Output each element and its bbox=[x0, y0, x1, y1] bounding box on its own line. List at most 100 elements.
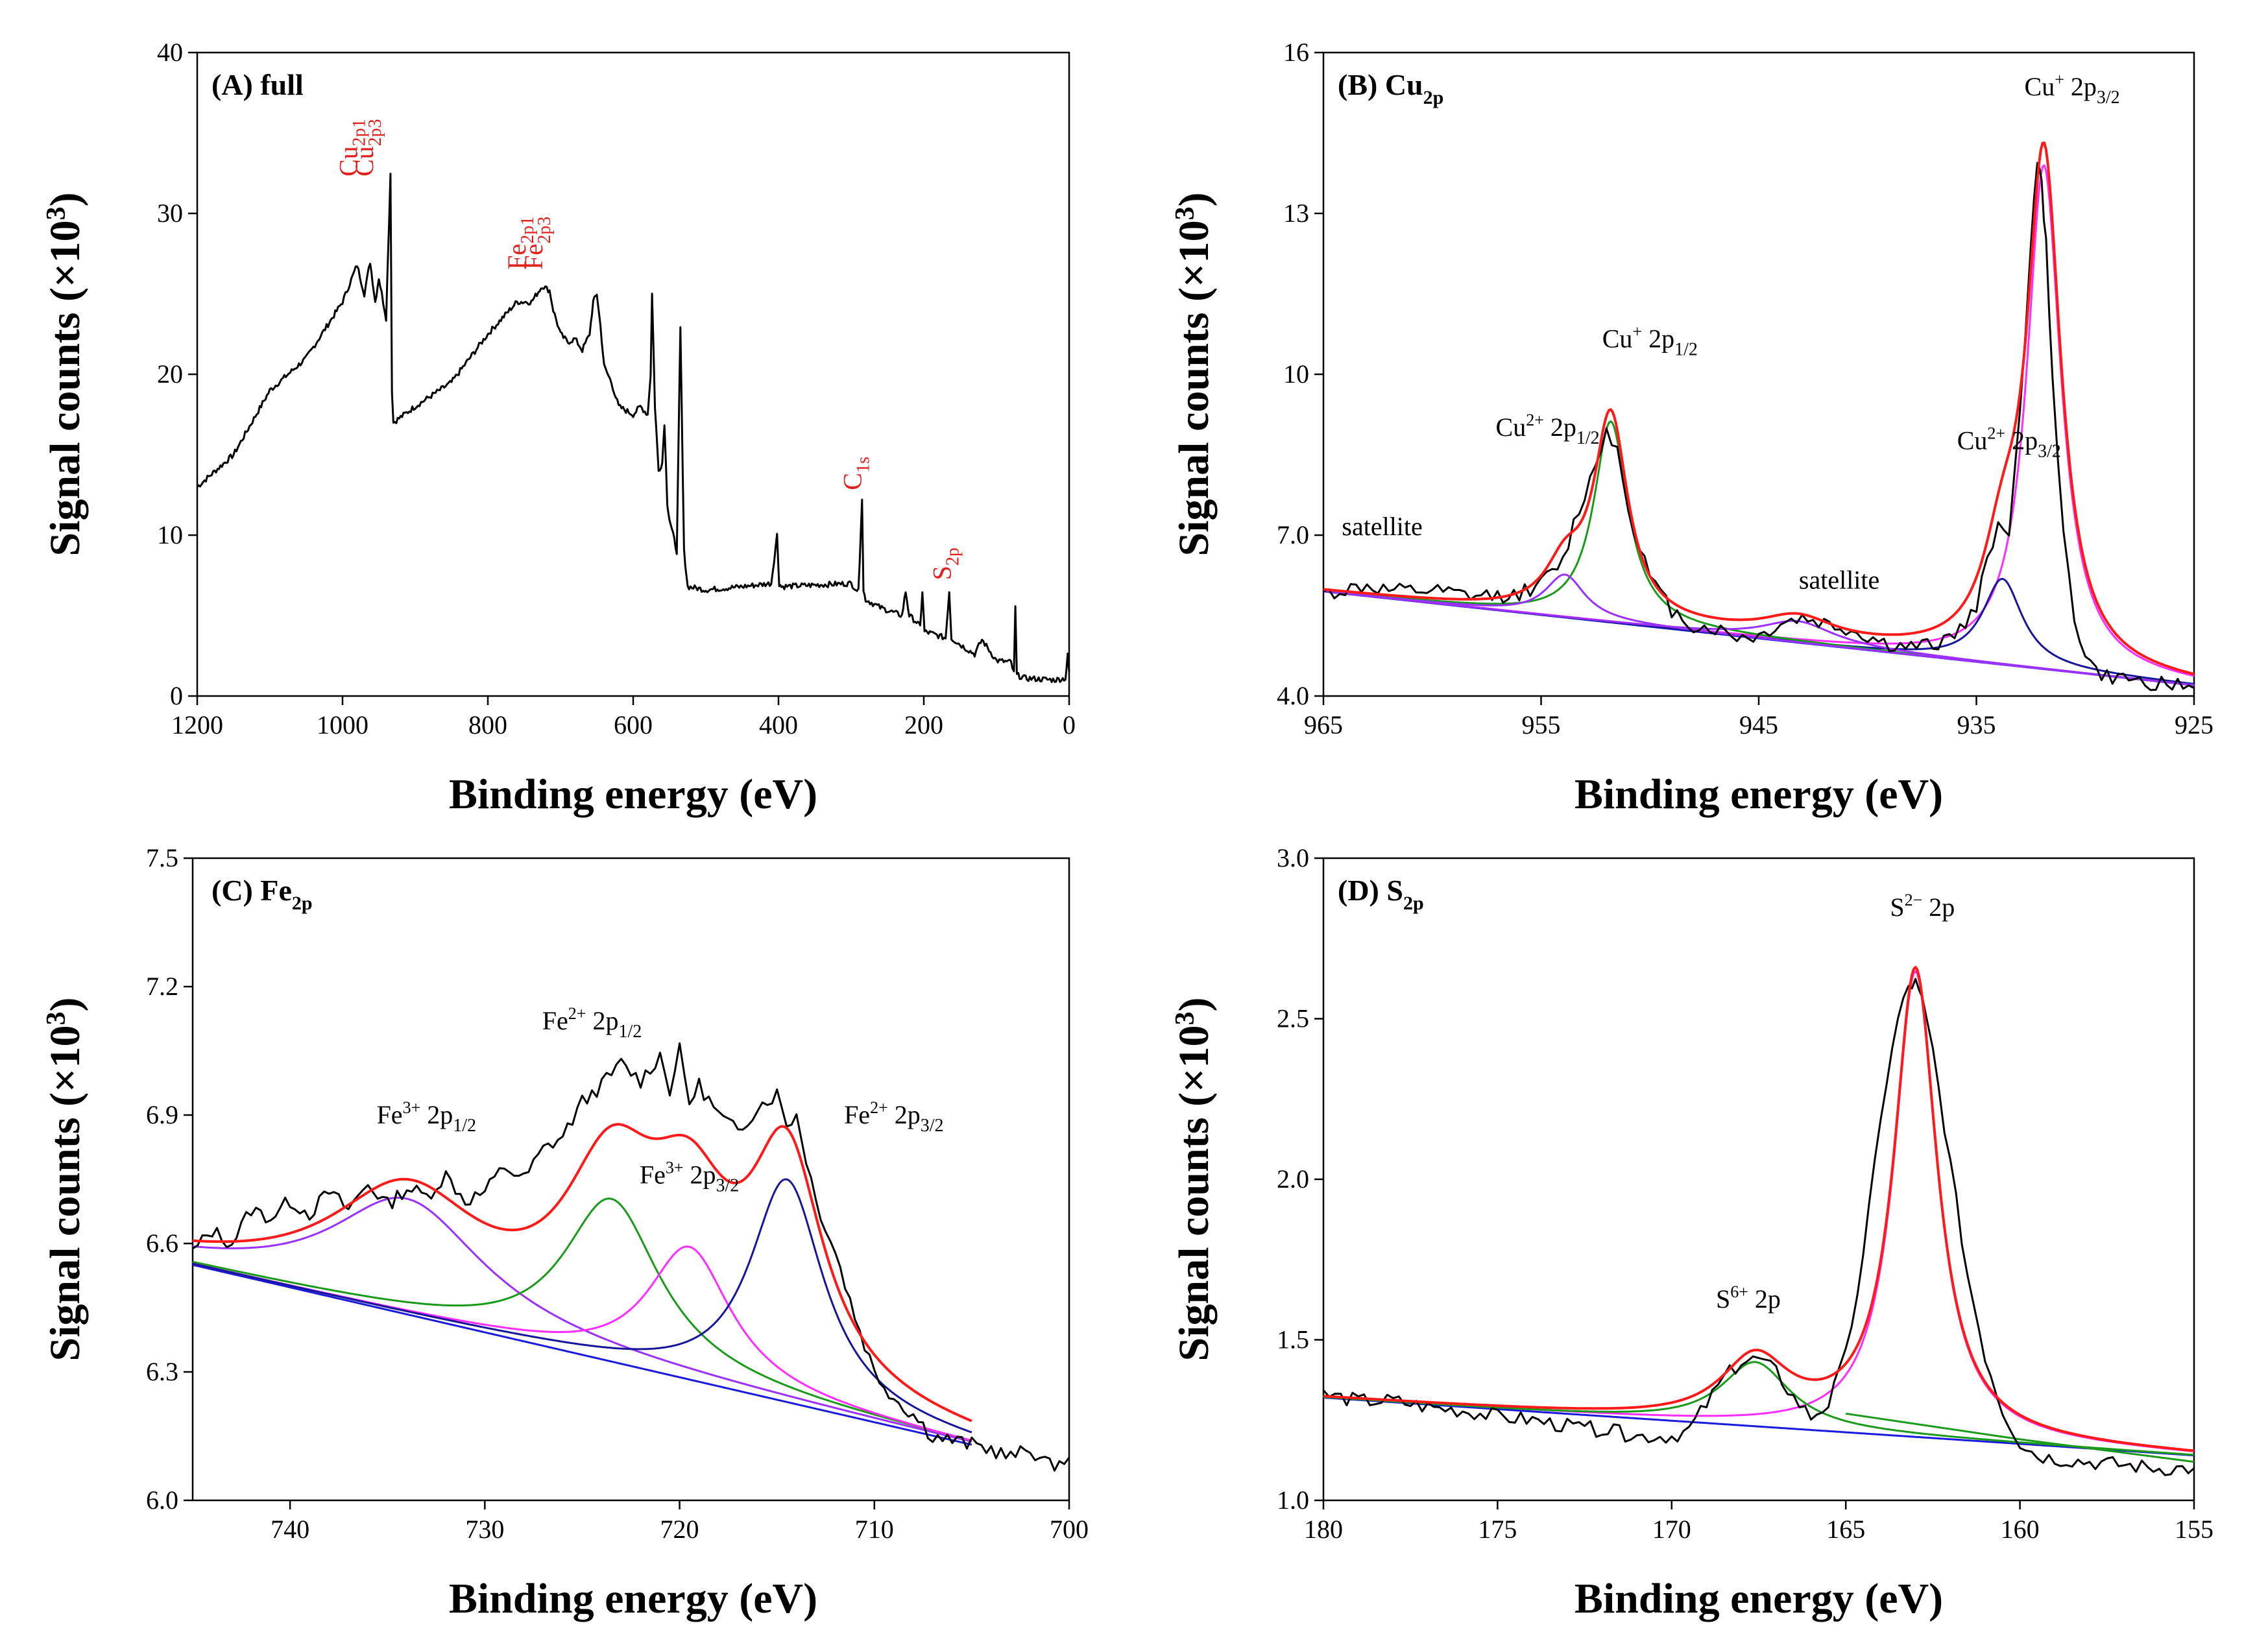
panel-b-y-tick-label: 16 bbox=[1283, 38, 1309, 67]
panel-c: (C) Fe2p 740 730 720 710 700 6.0 6.3 6.6 6.9 7.2… bbox=[42, 843, 1089, 1622]
panel-c-x-tick-label: 720 bbox=[660, 1515, 699, 1544]
panel-b-y-tick-label: 10 bbox=[1283, 359, 1309, 389]
panel-b-peak-annotation: satellite bbox=[1799, 566, 1879, 595]
panel-a-y-tick-label: 30 bbox=[157, 198, 183, 228]
panel-b-x-tick-label: 945 bbox=[1739, 710, 1778, 739]
panel-a-y-ticks: 0 10 20 30 40 bbox=[157, 38, 197, 710]
panel-b-peak-annotation: satellite bbox=[1342, 512, 1422, 541]
panel-c-envelope-line bbox=[192, 1123, 972, 1423]
panel-a-title: (A) full bbox=[211, 68, 304, 101]
panel-b-peak-annotation: Cu+ 2p1/2 bbox=[1602, 322, 1698, 360]
panel-c-peak-annotation: Fe3+ 2p1/2 bbox=[377, 1098, 476, 1136]
panel-c-y-tick-label: 6.0 bbox=[146, 1485, 178, 1515]
panel-c-x-tick-label: 700 bbox=[1050, 1515, 1089, 1544]
panel-d-y-axis-label: Signal counts (×103) bbox=[1170, 997, 1218, 1361]
panel-d-x-tick-label: 160 bbox=[2001, 1515, 2040, 1544]
panel-c-peak-line bbox=[192, 1245, 972, 1442]
panel-a-peak-annotation: S2p bbox=[927, 547, 963, 580]
panel-b-x-tick-label: 925 bbox=[2175, 710, 2214, 739]
panel-d-extra-line bbox=[1845, 1412, 2195, 1463]
panel-b: (B) Cu2p 965 955 945 935 925 4.0 7.0 10 13 16 sa… bbox=[1170, 38, 2214, 818]
panel-b-y-axis-label: Signal counts (×103) bbox=[1170, 192, 1218, 556]
panel-a-x-tick-label: 400 bbox=[759, 710, 798, 739]
panel-a-x-tick-label: 800 bbox=[468, 710, 507, 739]
panel-d-y-ticks: 1.0 1.5 2.0 2.5 3.0 bbox=[1277, 843, 1323, 1515]
panel-b-y-tick-label: 13 bbox=[1283, 198, 1309, 228]
panel-d-y-tick-label: 3.0 bbox=[1277, 843, 1309, 872]
panel-a-x-tick-label: 1000 bbox=[317, 710, 368, 739]
panel-c-y-axis-label: Signal counts (×103) bbox=[42, 997, 89, 1361]
panel-d-title: (D) S2p bbox=[1338, 874, 1424, 914]
panel-d-y-tick-label: 1.0 bbox=[1277, 1485, 1309, 1515]
panel-c-y-ticks: 6.0 6.3 6.6 6.9 7.2 7.5 bbox=[146, 843, 193, 1515]
panel-d-x-tick-label: 165 bbox=[1826, 1515, 1865, 1544]
panel-d-x-tick-label: 180 bbox=[1304, 1515, 1343, 1544]
panel-a-peak-annotation: Cu2p3 bbox=[350, 119, 385, 176]
panel-d-background-line bbox=[1323, 1397, 2195, 1457]
panel-c-plot-frame bbox=[191, 857, 1070, 1502]
panel-a-y-tick-label: 40 bbox=[157, 38, 183, 67]
panel-d-x-tick-label: 170 bbox=[1652, 1515, 1691, 1544]
panel-b-annotations: satellite satellite Cu2+ 2p1/2 Cu+ 2p1/2 Cu2… bbox=[1342, 70, 2119, 595]
panel-d-peak-line bbox=[1323, 970, 2195, 1452]
panel-c-raw-data-line bbox=[192, 1042, 1070, 1472]
panel-c-peak-line bbox=[192, 1178, 972, 1434]
panel-d-raw-data-line bbox=[1322, 978, 2195, 1476]
panel-d-annotations: S6+ 2p S2− 2p bbox=[1716, 891, 1955, 1314]
panel-a-y-tick-label: 20 bbox=[157, 359, 183, 389]
panel-b-peak-annotation: Cu2+ 2p1/2 bbox=[1496, 411, 1600, 448]
panel-d-peak-annotation: S2− 2p bbox=[1890, 891, 1955, 922]
panel-d-x-tick-label: 175 bbox=[1478, 1515, 1517, 1544]
panel-b-peak-annotation: Cu2+ 2p3/2 bbox=[1957, 424, 2061, 462]
panel-b-curves bbox=[1323, 141, 2195, 691]
panel-b-peak-line bbox=[1323, 590, 2195, 686]
panel-b-y-tick-label: 4.0 bbox=[1277, 681, 1309, 710]
panel-a-x-tick-label: 600 bbox=[614, 710, 653, 739]
panel-c-peak-line bbox=[192, 1197, 972, 1442]
panel-a-x-tick-label: 200 bbox=[904, 710, 943, 739]
panel-a-y-tick-label: 0 bbox=[170, 681, 183, 710]
panel-c-peak-line bbox=[192, 1197, 972, 1443]
panel-d-x-ticks: 180 175 170 165 160 155 bbox=[1304, 1500, 2214, 1544]
panel-a-curves bbox=[196, 173, 1070, 683]
panel-c-x-axis-label: Binding energy (eV) bbox=[449, 1575, 817, 1622]
panel-c-y-tick-label: 7.2 bbox=[146, 972, 178, 1001]
panel-a-y-tick-label: 10 bbox=[157, 520, 183, 549]
panel-b-y-tick-label: 7.0 bbox=[1277, 520, 1309, 549]
panel-d-envelope-line bbox=[1323, 966, 2195, 1452]
panel-d-curves bbox=[1322, 966, 2195, 1476]
panel-a: (A) full 1200 1000 800 600 400 200 0 0 10 20 30 40… bbox=[42, 38, 1076, 818]
panel-c-peak-annotation: Fe2+ 2p3/2 bbox=[844, 1098, 943, 1136]
panel-b-envelope-line bbox=[1323, 141, 2195, 676]
panel-b-peak-annotation: Cu+ 2p3/2 bbox=[2025, 70, 2120, 108]
panel-c-annotations: Fe3+ 2p1/2 Fe2+ 2p1/2 Fe3+ 2p3/2 Fe2+ 2p3/2 bbox=[377, 1004, 944, 1196]
panel-c-x-tick-label: 730 bbox=[465, 1515, 504, 1544]
panel-a-x-tick-label: 1200 bbox=[171, 710, 223, 739]
panel-a-peak-annotation: C1s bbox=[838, 457, 874, 490]
panel-a-x-axis-label: Binding energy (eV) bbox=[449, 771, 817, 818]
panel-d: (D) S2p 180 175 170 165 160 155 1.0 1.5 2.0 2.5 3… bbox=[1170, 843, 2214, 1622]
panel-a-y-axis-label: Signal counts (×103) bbox=[42, 192, 89, 556]
panel-b-title: (B) Cu2p bbox=[1338, 68, 1443, 108]
panel-c-title: (C) Fe2p bbox=[211, 874, 313, 914]
panel-a-x-ticks: 1200 1000 800 600 400 200 0 bbox=[171, 696, 1076, 739]
panel-d-y-tick-label: 1.5 bbox=[1277, 1325, 1309, 1354]
panel-c-peak-annotation: Fe2+ 2p1/2 bbox=[542, 1004, 642, 1042]
panel-b-y-ticks: 4.0 7.0 10 13 16 bbox=[1277, 38, 1323, 710]
panel-c-background-line bbox=[192, 1264, 972, 1446]
panel-b-peak-line bbox=[1323, 420, 2195, 686]
panel-c-y-tick-label: 6.3 bbox=[146, 1357, 178, 1386]
panel-b-x-axis-label: Binding energy (eV) bbox=[1574, 771, 1943, 818]
panel-b-x-tick-label: 955 bbox=[1522, 710, 1561, 739]
panel-b-peak-line bbox=[1323, 573, 2195, 686]
panel-a-peak-annotation: Fe2p3 bbox=[519, 217, 555, 270]
panel-b-raw-data-line bbox=[1323, 162, 2195, 691]
panel-c-x-tick-label: 740 bbox=[271, 1515, 309, 1544]
panel-d-x-axis-label: Binding energy (eV) bbox=[1574, 1575, 1943, 1622]
panel-c-curves bbox=[192, 1042, 1070, 1472]
panel-b-peak-line bbox=[1323, 577, 2195, 685]
panel-c-y-tick-label: 6.6 bbox=[146, 1229, 178, 1258]
panel-a-plot-frame bbox=[196, 51, 1070, 697]
panel-b-x-tick-label: 965 bbox=[1304, 710, 1343, 739]
